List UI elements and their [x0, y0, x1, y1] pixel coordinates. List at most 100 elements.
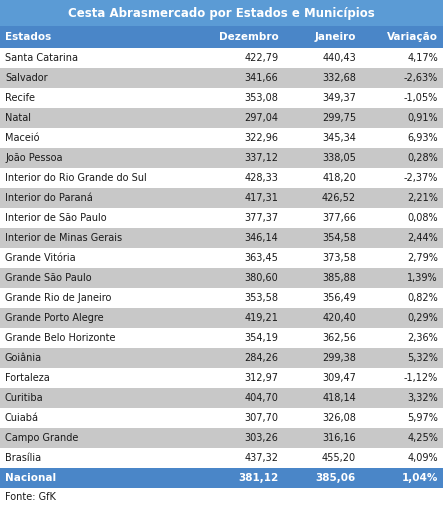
- Bar: [0, 268, 443, 288]
- Text: Grande Rio de Janeiro: Grande Rio de Janeiro: [5, 293, 111, 303]
- Text: 381,12: 381,12: [238, 473, 279, 483]
- Text: 426,52: 426,52: [322, 193, 356, 203]
- Text: 4,09%: 4,09%: [408, 453, 438, 463]
- Text: 0,82%: 0,82%: [407, 293, 438, 303]
- Text: Grande Vitória: Grande Vitória: [5, 253, 76, 263]
- Text: 420,40: 420,40: [322, 313, 356, 323]
- Text: 312,97: 312,97: [245, 373, 279, 383]
- Text: 418,14: 418,14: [323, 393, 356, 403]
- Text: 0,28%: 0,28%: [407, 153, 438, 163]
- Text: Santa Catarina: Santa Catarina: [5, 53, 78, 63]
- Text: Interior de São Paulo: Interior de São Paulo: [5, 213, 107, 223]
- Text: 356,49: 356,49: [322, 293, 356, 303]
- Text: 0,29%: 0,29%: [407, 313, 438, 323]
- Text: 404,70: 404,70: [245, 393, 279, 403]
- Text: 440,43: 440,43: [323, 53, 356, 63]
- Text: 338,05: 338,05: [322, 153, 356, 163]
- Text: 345,34: 345,34: [322, 133, 356, 143]
- Text: Janeiro: Janeiro: [315, 32, 356, 42]
- Text: -2,63%: -2,63%: [404, 73, 438, 83]
- Text: Fortaleza: Fortaleza: [5, 373, 50, 383]
- Bar: [0, 68, 443, 88]
- Text: 417,31: 417,31: [245, 193, 279, 203]
- Bar: [0, 428, 443, 448]
- Text: 2,36%: 2,36%: [407, 333, 438, 343]
- Bar: [0, 448, 443, 468]
- Text: Cuiabá: Cuiabá: [5, 413, 39, 423]
- Text: Cesta Abrasmercado por Estados e Municípios: Cesta Abrasmercado por Estados e Municíp…: [68, 7, 375, 19]
- Text: 2,79%: 2,79%: [407, 253, 438, 263]
- Text: 385,06: 385,06: [316, 473, 356, 483]
- Text: 373,58: 373,58: [322, 253, 356, 263]
- Text: 2,44%: 2,44%: [407, 233, 438, 243]
- Text: Campo Grande: Campo Grande: [5, 433, 78, 443]
- Text: 309,47: 309,47: [322, 373, 356, 383]
- Bar: [0, 348, 443, 368]
- Text: 380,60: 380,60: [245, 273, 279, 283]
- Text: 354,19: 354,19: [245, 333, 279, 343]
- Bar: [0, 88, 443, 108]
- Text: 362,56: 362,56: [322, 333, 356, 343]
- Text: 332,68: 332,68: [322, 73, 356, 83]
- Text: Grande Porto Alegre: Grande Porto Alegre: [5, 313, 104, 323]
- Text: 363,45: 363,45: [245, 253, 279, 263]
- Text: -2,37%: -2,37%: [404, 173, 438, 183]
- Text: -1,12%: -1,12%: [404, 373, 438, 383]
- Text: Brasília: Brasília: [5, 453, 41, 463]
- Text: Natal: Natal: [5, 113, 31, 123]
- Bar: [0, 308, 443, 328]
- Text: 418,20: 418,20: [322, 173, 356, 183]
- Text: Goiânia: Goiânia: [5, 353, 42, 363]
- Text: Variação: Variação: [387, 32, 438, 42]
- Text: 353,08: 353,08: [245, 93, 279, 103]
- Text: 0,08%: 0,08%: [408, 213, 438, 223]
- Text: 326,08: 326,08: [322, 413, 356, 423]
- Text: 303,26: 303,26: [245, 433, 279, 443]
- Text: 455,20: 455,20: [322, 453, 356, 463]
- Text: 341,66: 341,66: [245, 73, 279, 83]
- Bar: [0, 328, 443, 348]
- Text: 6,93%: 6,93%: [408, 133, 438, 143]
- Bar: [0, 48, 443, 68]
- Bar: [0, 128, 443, 148]
- Text: 1,39%: 1,39%: [408, 273, 438, 283]
- Text: 299,38: 299,38: [322, 353, 356, 363]
- Text: 377,37: 377,37: [245, 213, 279, 223]
- Bar: [0, 468, 443, 488]
- Text: Dezembro: Dezembro: [219, 32, 279, 42]
- Text: 307,70: 307,70: [245, 413, 279, 423]
- Text: Interior do Paraná: Interior do Paraná: [5, 193, 93, 203]
- Text: 422,79: 422,79: [245, 53, 279, 63]
- Bar: [0, 148, 443, 168]
- Bar: [0, 368, 443, 388]
- Text: -1,05%: -1,05%: [404, 93, 438, 103]
- Bar: [0, 26, 443, 48]
- Bar: [0, 388, 443, 408]
- Text: João Pessoa: João Pessoa: [5, 153, 62, 163]
- Bar: [0, 208, 443, 228]
- Text: Recife: Recife: [5, 93, 35, 103]
- Text: Fonte: GfK: Fonte: GfK: [5, 492, 56, 502]
- Text: 2,21%: 2,21%: [407, 193, 438, 203]
- Text: 4,25%: 4,25%: [407, 433, 438, 443]
- Bar: [0, 108, 443, 128]
- Text: 354,58: 354,58: [322, 233, 356, 243]
- Bar: [0, 168, 443, 188]
- Text: 428,33: 428,33: [245, 173, 279, 183]
- Text: 4,17%: 4,17%: [407, 53, 438, 63]
- Text: 377,66: 377,66: [322, 213, 356, 223]
- Text: 346,14: 346,14: [245, 233, 279, 243]
- Text: Interior de Minas Gerais: Interior de Minas Gerais: [5, 233, 122, 243]
- Bar: [0, 228, 443, 248]
- Text: 419,21: 419,21: [245, 313, 279, 323]
- Bar: [0, 288, 443, 308]
- Text: Grande São Paulo: Grande São Paulo: [5, 273, 92, 283]
- Bar: [0, 0, 443, 26]
- Text: Grande Belo Horizonte: Grande Belo Horizonte: [5, 333, 116, 343]
- Text: Nacional: Nacional: [5, 473, 56, 483]
- Text: Interior do Rio Grande do Sul: Interior do Rio Grande do Sul: [5, 173, 147, 183]
- Text: 297,04: 297,04: [245, 113, 279, 123]
- Text: 299,75: 299,75: [322, 113, 356, 123]
- Text: 337,12: 337,12: [245, 153, 279, 163]
- Text: 353,58: 353,58: [245, 293, 279, 303]
